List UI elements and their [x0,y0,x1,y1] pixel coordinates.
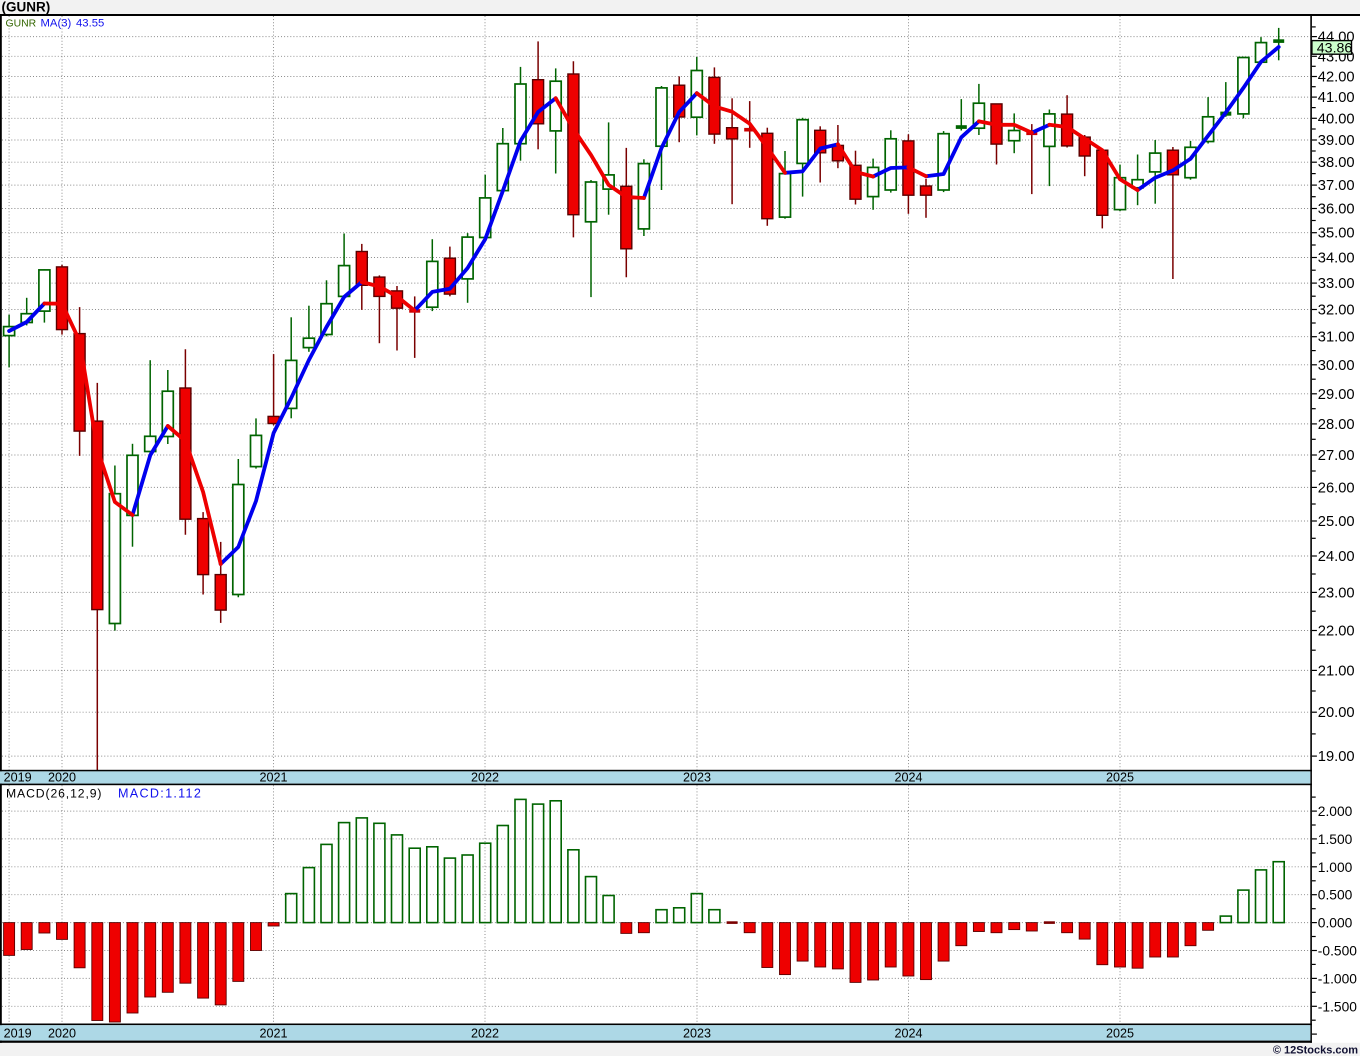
svg-text:2021: 2021 [259,1027,287,1041]
svg-text:33.00: 33.00 [1318,276,1355,292]
svg-text:0.000: 0.000 [1318,916,1353,931]
svg-text:41.00: 41.00 [1318,90,1355,106]
svg-text:2023: 2023 [683,771,711,785]
svg-text:2022: 2022 [471,771,499,785]
svg-text:28.00: 28.00 [1318,417,1355,433]
svg-text:26.00: 26.00 [1318,480,1355,496]
svg-text:25.00: 25.00 [1318,514,1355,530]
svg-text:MACD(26,12,9): MACD(26,12,9) [6,787,102,801]
svg-text:24.00: 24.00 [1318,549,1355,565]
svg-text:-1.000: -1.000 [1318,971,1357,986]
svg-text:36.00: 36.00 [1318,202,1355,218]
svg-text:MA(3): MA(3) [41,18,72,30]
svg-text:21.00: 21.00 [1318,663,1355,679]
svg-text:27.00: 27.00 [1318,448,1355,464]
svg-text:38.00: 38.00 [1318,155,1355,171]
svg-text:2020: 2020 [48,1027,76,1041]
svg-text:39.00: 39.00 [1318,133,1355,149]
svg-text:30.00: 30.00 [1318,358,1355,374]
svg-text:MACD:1.112: MACD:1.112 [118,787,202,801]
svg-text:37.00: 37.00 [1318,178,1355,194]
svg-text:20.00: 20.00 [1318,705,1355,721]
svg-text:2024: 2024 [894,771,922,785]
svg-text:GUNR: GUNR [6,19,37,30]
svg-text:2.000: 2.000 [1318,804,1353,819]
svg-text:34.00: 34.00 [1318,251,1355,267]
svg-text:2020: 2020 [48,771,76,785]
svg-text:2025: 2025 [1106,1027,1134,1041]
svg-text:19.00: 19.00 [1318,749,1355,765]
svg-text:43.55: 43.55 [76,18,104,30]
svg-text:(GUNR): (GUNR) [2,0,51,15]
svg-text:2025: 2025 [1106,771,1134,785]
svg-text:1.000: 1.000 [1318,860,1353,875]
svg-text:2023: 2023 [683,1027,711,1041]
svg-text:2021: 2021 [259,771,287,785]
svg-text:2022: 2022 [471,1027,499,1041]
svg-text:31.00: 31.00 [1318,330,1355,346]
svg-text:-1.500: -1.500 [1318,999,1357,1014]
svg-text:0.500: 0.500 [1318,888,1353,903]
svg-text:22.00: 22.00 [1318,624,1355,640]
svg-text:2019: 2019 [4,1027,32,1041]
svg-text:23.00: 23.00 [1318,585,1355,601]
svg-text:42.00: 42.00 [1318,70,1355,86]
svg-text:© 12Stocks.com: © 12Stocks.com [1273,1045,1358,1057]
svg-text:2019: 2019 [4,771,32,785]
svg-text:40.00: 40.00 [1318,111,1355,127]
svg-text:32.00: 32.00 [1318,303,1355,319]
svg-text:35.00: 35.00 [1318,226,1355,242]
svg-text:2024: 2024 [894,1027,922,1041]
svg-text:-0.500: -0.500 [1318,944,1357,959]
svg-text:29.00: 29.00 [1318,387,1355,403]
svg-text:1.500: 1.500 [1318,832,1353,847]
svg-text:43.86: 43.86 [1317,40,1353,56]
